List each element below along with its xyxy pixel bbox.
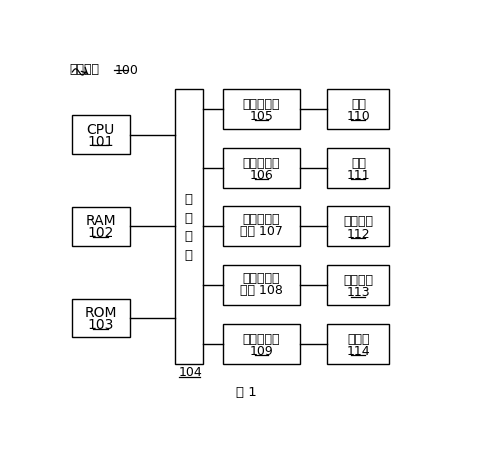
Bar (175, 90, 203, 364)
Text: 104: 104 (179, 365, 202, 378)
Text: 串行外设: 串行外设 (343, 215, 373, 228)
Text: 114: 114 (347, 344, 370, 358)
Text: 键盘控制器: 键盘控制器 (243, 157, 280, 169)
Text: 112: 112 (347, 227, 370, 240)
Bar (223, 148, 300, 188)
Bar (72, 116, 130, 155)
Bar (327, 207, 389, 247)
Text: 制器 108: 制器 108 (240, 284, 283, 297)
Text: 106: 106 (250, 168, 274, 182)
Text: 系: 系 (185, 211, 192, 224)
Text: 103: 103 (87, 317, 114, 331)
Text: 制器 107: 制器 107 (240, 225, 283, 238)
Bar (223, 90, 300, 129)
Text: 计算系统: 计算系统 (69, 63, 99, 76)
Bar (72, 207, 130, 246)
Bar (327, 265, 389, 305)
Text: 硬盘: 硬盘 (351, 98, 366, 111)
Text: 100: 100 (114, 63, 138, 77)
Text: 线: 线 (185, 230, 192, 242)
Text: 硬盘控制器: 硬盘控制器 (243, 98, 280, 111)
Text: 102: 102 (87, 226, 114, 240)
Text: ROM: ROM (84, 305, 117, 319)
Bar (223, 207, 300, 247)
Text: 111: 111 (347, 168, 370, 182)
Text: 101: 101 (87, 134, 114, 149)
Text: 113: 113 (347, 286, 370, 299)
Text: 并行接口控: 并行接口控 (243, 271, 280, 284)
Bar (327, 90, 389, 129)
Text: 显示器: 显示器 (347, 332, 370, 345)
Text: RAM: RAM (85, 214, 116, 228)
Text: 110: 110 (347, 110, 370, 123)
Bar (72, 299, 130, 337)
Text: 串行接口控: 串行接口控 (243, 213, 280, 226)
Text: 显示控制器: 显示控制器 (243, 332, 280, 345)
Text: 总: 总 (185, 248, 192, 261)
Text: CPU: CPU (86, 122, 115, 136)
Bar (327, 148, 389, 188)
Bar (327, 324, 389, 364)
Text: 105: 105 (250, 110, 274, 123)
Text: 统: 统 (185, 193, 192, 206)
Text: 并行外设: 并行外设 (343, 274, 373, 286)
Text: 图 1: 图 1 (236, 385, 256, 398)
Text: 键盘: 键盘 (351, 157, 366, 169)
Bar (223, 324, 300, 364)
Bar (223, 265, 300, 305)
Text: 109: 109 (250, 344, 274, 358)
